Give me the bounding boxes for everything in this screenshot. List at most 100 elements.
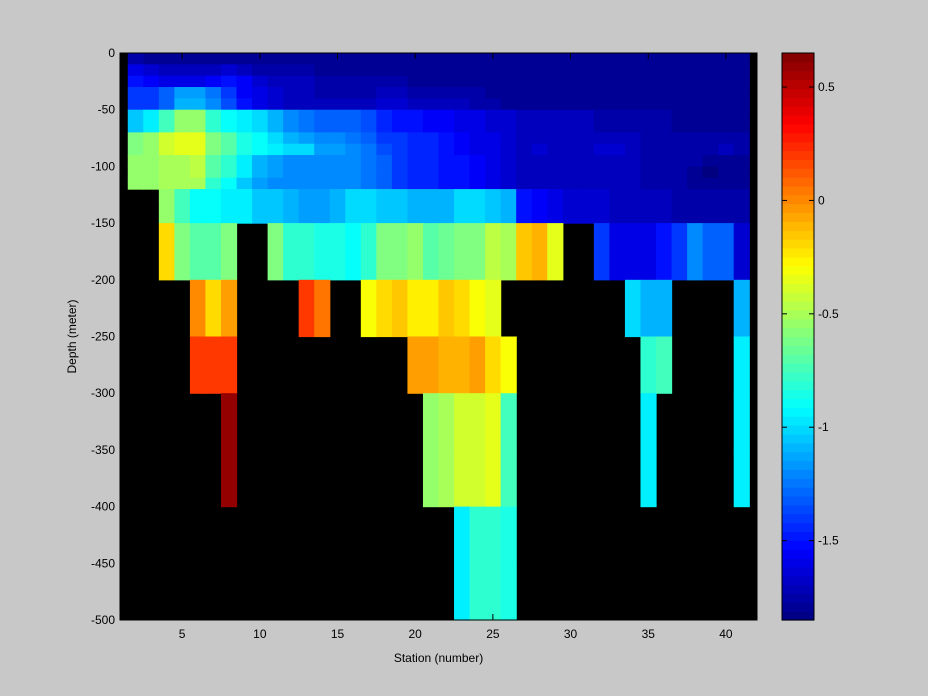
heatmap-cell xyxy=(640,223,657,281)
heatmap-cell xyxy=(407,75,424,88)
heatmap-cell xyxy=(174,177,191,190)
heatmap-cell xyxy=(422,166,440,179)
y-tick-label: -400 xyxy=(91,500,115,514)
heatmap-cell xyxy=(205,155,222,167)
heatmap-cell xyxy=(189,336,207,394)
heatmap-cell xyxy=(205,53,222,65)
heatmap-cell xyxy=(376,87,393,99)
heatmap-cell xyxy=(189,87,207,99)
heatmap-cell xyxy=(500,166,517,179)
heatmap-cell xyxy=(624,177,642,190)
y-axis-label: Depth (meter) xyxy=(65,299,79,373)
y-tick-label: 0 xyxy=(108,46,115,60)
heatmap-cell xyxy=(485,75,502,88)
heatmap-cell xyxy=(469,189,486,202)
heatmap-cell xyxy=(733,132,750,145)
heatmap-cell xyxy=(671,155,688,167)
heatmap-cell xyxy=(345,121,362,133)
heatmap-cell xyxy=(702,132,719,145)
heatmap-cell xyxy=(516,211,533,224)
heatmap-cell xyxy=(454,143,471,156)
colorbar-segment xyxy=(782,97,814,107)
heatmap-cell xyxy=(205,87,222,99)
heatmap-cell xyxy=(360,200,377,213)
colorbar-segment xyxy=(782,602,814,612)
heatmap-cell xyxy=(314,166,331,179)
heatmap-cell xyxy=(624,189,642,202)
heatmap-cell xyxy=(702,143,719,156)
heatmap-cell xyxy=(360,64,377,77)
heatmap-cell xyxy=(189,200,207,213)
heatmap-cell xyxy=(640,155,657,167)
heatmap-cell xyxy=(500,393,517,451)
heatmap-cell xyxy=(671,109,688,122)
heatmap-cell xyxy=(469,223,486,281)
heatmap-cell xyxy=(593,177,611,190)
colorbar-segment xyxy=(782,61,814,72)
heatmap-cell xyxy=(702,109,719,122)
heatmap-cell xyxy=(531,211,548,224)
heatmap-cell xyxy=(516,223,533,281)
x-tick-label: 5 xyxy=(179,627,186,641)
heatmap-cell xyxy=(205,143,222,156)
heatmap-cell xyxy=(314,143,331,156)
heatmap-cell xyxy=(469,155,486,167)
heatmap-cell xyxy=(407,211,424,224)
y-tick-label: -350 xyxy=(91,443,115,457)
heatmap-cell xyxy=(252,87,269,99)
heatmap-cell xyxy=(298,223,315,281)
heatmap-cell xyxy=(438,53,455,65)
heatmap-cell xyxy=(516,87,533,99)
colorbar-segment xyxy=(782,79,814,90)
heatmap-cell xyxy=(438,211,455,224)
y-tick-label: -200 xyxy=(91,273,115,287)
heatmap-cell xyxy=(454,64,471,77)
heatmap-cell xyxy=(329,223,346,281)
heatmap-cell xyxy=(485,223,502,281)
heatmap-cell xyxy=(671,121,688,133)
colorbar-segment xyxy=(782,132,814,143)
heatmap-cell xyxy=(236,132,253,145)
heatmap-cell xyxy=(454,200,471,213)
heatmap-cell xyxy=(143,166,160,179)
heatmap-cell xyxy=(283,155,300,167)
heatmap-cell xyxy=(220,75,238,88)
heatmap-cell xyxy=(345,87,362,99)
heatmap-cell xyxy=(469,279,486,338)
heatmap-cell xyxy=(127,132,144,145)
heatmap-cell xyxy=(329,121,346,133)
heatmap-cell xyxy=(702,121,719,133)
heatmap-cell xyxy=(407,279,424,338)
colorbar-segment xyxy=(782,88,814,98)
heatmap-cell xyxy=(174,87,191,99)
heatmap-cell xyxy=(702,98,719,111)
colorbar-segment xyxy=(782,451,814,462)
heatmap-cell xyxy=(640,64,657,77)
heatmap-cell xyxy=(252,109,269,122)
heatmap-cell xyxy=(469,75,486,88)
heatmap-cell xyxy=(422,177,440,190)
heatmap-cell xyxy=(593,223,611,281)
heatmap-cell xyxy=(314,155,331,167)
heatmap-cell xyxy=(345,143,362,156)
heatmap-cell xyxy=(422,143,440,156)
heatmap-cell xyxy=(593,132,611,145)
heatmap-cell xyxy=(329,211,346,224)
heatmap-cell xyxy=(345,64,362,77)
colorbar-segment xyxy=(782,212,814,222)
heatmap-cell xyxy=(422,109,440,122)
heatmap-cell xyxy=(687,223,704,281)
heatmap-cell xyxy=(702,177,719,190)
heatmap-cell xyxy=(329,87,346,99)
heatmap-cell xyxy=(220,449,238,508)
heatmap-cell xyxy=(562,109,579,122)
heatmap-cell xyxy=(531,143,548,156)
heatmap-cell xyxy=(236,75,253,88)
heatmap-cell xyxy=(407,189,424,202)
heatmap-cell xyxy=(656,53,673,65)
heatmap-cell xyxy=(640,189,657,202)
heatmap-cell xyxy=(671,189,688,202)
heatmap-cell xyxy=(687,132,704,145)
heatmap-cell xyxy=(500,155,517,167)
heatmap-cell xyxy=(469,563,486,621)
